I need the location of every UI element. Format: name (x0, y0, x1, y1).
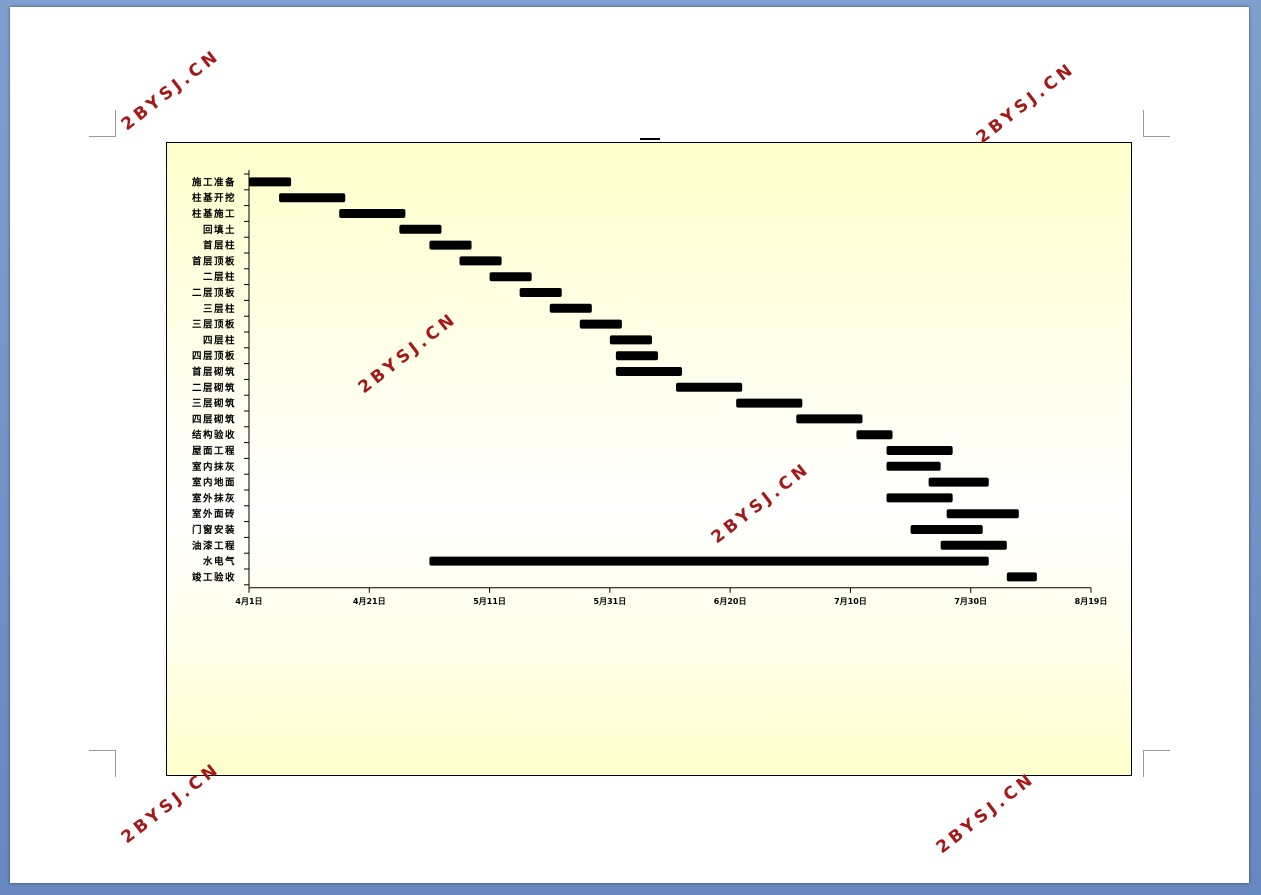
task-label: 三层顶板 (192, 319, 236, 331)
task-bar (279, 193, 346, 203)
task-bar (429, 240, 472, 250)
task-label: 结构验收 (191, 429, 236, 441)
task-label: 二层砌筑 (192, 382, 236, 394)
task-label: 门窗安装 (192, 524, 236, 536)
task-label: 首层顶板 (192, 255, 236, 267)
task-label: 四层顶板 (192, 350, 236, 362)
x-tick-label: 4月21日 (353, 597, 386, 606)
x-tick-label: 5月31日 (594, 597, 627, 606)
crop-mark-bottom-left (89, 750, 116, 777)
task-label: 四层柱 (203, 334, 236, 346)
task-bar (1006, 572, 1037, 582)
task-bar (886, 461, 941, 471)
task-label: 屋面工程 (192, 445, 236, 457)
task-bar (946, 509, 1019, 519)
task-label: 水电气 (203, 556, 236, 568)
crop-mark-top-left (89, 110, 116, 137)
task-label: 室内抹灰 (192, 461, 236, 473)
task-label: 二层顶板 (192, 287, 236, 299)
crop-mark-top-right (1143, 110, 1170, 137)
task-bar (928, 477, 989, 487)
task-bar (940, 540, 1007, 550)
task-bar (910, 525, 983, 534)
task-bar (579, 319, 622, 329)
task-bar (886, 446, 953, 455)
task-label: 油漆工程 (192, 540, 236, 552)
task-bar (886, 493, 953, 503)
task-label: 四层砌筑 (192, 413, 236, 425)
task-label: 室外面砖 (192, 508, 236, 520)
x-tick-label: 7月30日 (954, 597, 987, 606)
gantt-chart: 施工准备柱基开挖柱基施工回填土首层柱首层顶板二层柱二层顶板三层柱三层顶板四层柱四… (191, 170, 1108, 606)
x-tick-label: 6月20日 (714, 597, 747, 606)
task-label: 柱基开挖 (192, 192, 236, 204)
task-bar (429, 556, 989, 566)
task-bar (489, 272, 532, 282)
task-label: 首层砌筑 (192, 366, 236, 378)
x-tick-label: 4月1日 (235, 597, 262, 606)
document-page: 施工准备柱基开挖柱基施工回填土首层柱首层顶板二层柱二层顶板三层柱三层顶板四层柱四… (10, 7, 1249, 883)
task-bar (459, 256, 502, 266)
task-bar (615, 367, 683, 376)
task-label: 三层柱 (203, 303, 236, 315)
task-label: 回填土 (203, 224, 236, 236)
task-label: 竣工验收 (192, 571, 236, 583)
task-label: 室内地面 (192, 477, 236, 489)
task-label: 三层砌筑 (192, 398, 236, 410)
task-bar (519, 288, 562, 297)
task-label: 室外抹灰 (192, 492, 236, 504)
chart-frame[interactable]: 施工准备柱基开挖柱基施工回填土首层柱首层顶板二层柱二层顶板三层柱三层顶板四层柱四… (166, 142, 1132, 776)
x-tick-label: 7月10日 (834, 597, 867, 606)
x-tick-label: 8月19日 (1075, 597, 1108, 606)
task-bar (615, 351, 658, 361)
header-dash (640, 138, 660, 140)
task-bar (736, 398, 803, 408)
task-bar (796, 414, 863, 424)
task-label: 柱基施工 (192, 208, 236, 220)
task-label: 施工准备 (192, 176, 236, 188)
task-bar (249, 177, 292, 187)
task-label: 首层柱 (203, 240, 236, 252)
x-tick-label: 5月11日 (473, 597, 506, 606)
task-bar (856, 430, 893, 440)
task-bar (609, 335, 652, 345)
task-bar (339, 209, 406, 218)
task-label: 二层柱 (203, 271, 236, 283)
task-bar (676, 382, 743, 392)
task-bar (549, 303, 592, 313)
crop-mark-bottom-right (1143, 750, 1170, 777)
task-bar (399, 224, 442, 234)
